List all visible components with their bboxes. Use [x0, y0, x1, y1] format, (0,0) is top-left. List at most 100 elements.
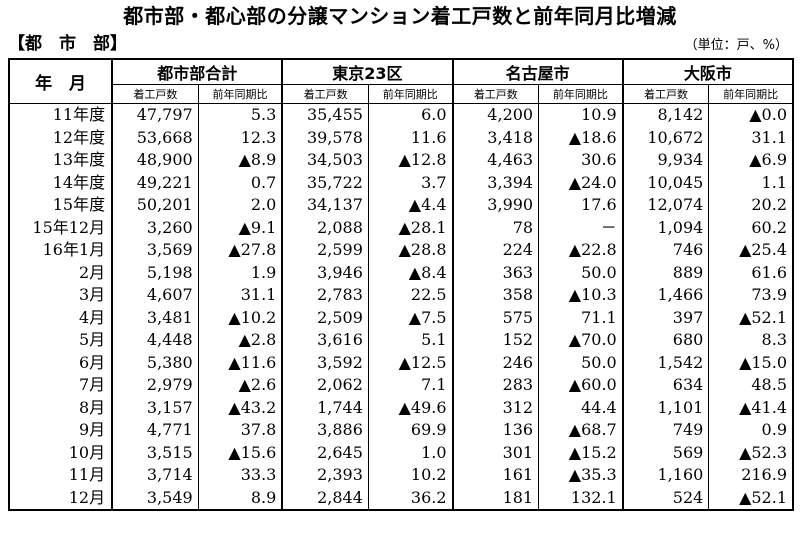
change-cell: ▲52.3: [708, 441, 793, 464]
change-cell: 132.1: [538, 486, 623, 510]
change-cell: 8.9: [197, 486, 283, 510]
period-cell: 9月: [78, 420, 106, 440]
table-row: 12月 3,549 8.9 2,844 36.2 181 132.1 524 ▲52.1: [9, 486, 793, 510]
change-cell: 60.2: [708, 216, 793, 239]
change-cell: ▲12.5: [367, 351, 453, 374]
starts-cell: 746: [621, 239, 709, 262]
starts-cell: 1,466: [621, 284, 709, 307]
change-cell: 31.1: [708, 126, 793, 149]
change-cell: ▲9.1: [197, 216, 283, 239]
change-cell: 50.0: [538, 351, 623, 374]
starts-cell: 283: [451, 374, 539, 397]
change-cell: ▲15.2: [538, 441, 623, 464]
change-cell: 0.9: [708, 419, 793, 442]
starts-cell: 3,592: [281, 351, 369, 374]
table-body: 11年度 47,797 5.3 35,455 6.0 4,200 10.9 8,142 ▲0.0…: [9, 103, 793, 510]
starts-cell: 312: [451, 396, 539, 419]
starts-cell: 1,094: [621, 216, 709, 239]
region-header: 都市部合計: [111, 59, 283, 85]
change-cell: 1.1: [708, 171, 793, 194]
period-cell: 3月: [78, 285, 106, 305]
starts-cell: 136: [451, 419, 539, 442]
table-row: 11月 3,714 33.3 2,393 10.2 161 ▲35.3 1,160 216.9: [9, 464, 793, 487]
starts-cell: 10,045: [621, 171, 709, 194]
change-cell: ▲12.8: [367, 149, 453, 172]
period-cell: 10月: [68, 442, 106, 462]
starts-cell: 39,578: [281, 126, 369, 149]
starts-cell: 3,394: [451, 171, 539, 194]
change-cell: ▲18.6: [538, 126, 623, 149]
change-cell: ▲28.1: [367, 216, 453, 239]
starts-cell: 2,062: [281, 374, 369, 397]
period-cell: 11年度: [52, 105, 106, 125]
starts-cell: 9,934: [621, 149, 709, 172]
change-cell: ▲60.0: [538, 374, 623, 397]
starts-cell: 1,160: [621, 464, 709, 487]
period-cell: 16年1月: [42, 240, 106, 260]
change-cell: ▲68.7: [538, 419, 623, 442]
period-cell: 13年度: [52, 150, 106, 170]
starts-cell: 363: [451, 261, 539, 284]
change-cell: ▲41.4: [708, 396, 793, 419]
change-cell: 17.6: [538, 194, 623, 217]
change-cell: 48.5: [708, 374, 793, 397]
starts-cell: 48,900: [111, 149, 199, 172]
starts-table: 年 月 都市部合計 東京23区 名古屋市 大阪市 着工戸数 前年同期比 着工戸数…: [8, 58, 794, 511]
change-cell: 44.4: [538, 396, 623, 419]
starts-cell: 34,503: [281, 149, 369, 172]
change-cell: ▲4.4: [367, 194, 453, 217]
starts-cell: 4,771: [111, 419, 199, 442]
change-cell: ▲10.3: [538, 284, 623, 307]
change-cell: 1.0: [367, 441, 453, 464]
change-cell: 61.6: [708, 261, 793, 284]
starts-cell: 10,672: [621, 126, 709, 149]
starts-cell: 3,549: [111, 486, 199, 510]
change-cell: 5.1: [367, 329, 453, 352]
starts-cell: 4,448: [111, 329, 199, 352]
change-cell: 22.5: [367, 284, 453, 307]
change-cell: 10.9: [538, 103, 623, 127]
starts-subheader: 着工戸数: [451, 84, 539, 104]
change-subheader: 前年同期比: [367, 84, 453, 104]
change-cell: ▲10.2: [197, 306, 283, 329]
starts-cell: 35,455: [281, 103, 369, 127]
period-cell: 8月: [78, 397, 106, 417]
change-cell: ▲49.6: [367, 396, 453, 419]
period-cell: 15年度: [52, 195, 106, 215]
table-row: 5月 4,448 ▲2.8 3,616 5.1 152 ▲70.0 680 8.3: [9, 329, 793, 352]
change-cell: 1.9: [197, 261, 283, 284]
change-cell: 71.1: [538, 306, 623, 329]
change-cell: ▲11.6: [197, 351, 283, 374]
table-row: 3月 4,607 31.1 2,783 22.5 358 ▲10.3 1,466 73.9: [9, 284, 793, 307]
starts-cell: 2,783: [281, 284, 369, 307]
period-cell: 2月: [78, 262, 106, 282]
table-row: 13年度 48,900 ▲8.9 34,503 ▲12.8 4,463 30.6 9,934 ▲…: [9, 149, 793, 172]
change-cell: 7.1: [367, 374, 453, 397]
table-row: 9月 4,771 37.8 3,886 69.9 136 ▲68.7 749 0.9: [9, 419, 793, 442]
change-cell: ▲52.1: [708, 306, 793, 329]
change-cell: －: [538, 216, 623, 239]
table-row: 15年12月 3,260 ▲9.1 2,088 ▲28.1 78 － 1,094 60.2: [9, 216, 793, 239]
period-cell: 7月: [78, 375, 106, 395]
change-cell: ▲2.6: [197, 374, 283, 397]
starts-cell: 2,979: [111, 374, 199, 397]
change-cell: 8.3: [708, 329, 793, 352]
region-header: 大阪市: [621, 59, 793, 85]
starts-cell: 246: [451, 351, 539, 374]
change-cell: 3.7: [367, 171, 453, 194]
starts-cell: 3,886: [281, 419, 369, 442]
change-cell: 30.6: [538, 149, 623, 172]
starts-cell: 3,260: [111, 216, 199, 239]
change-cell: 37.8: [197, 419, 283, 442]
change-cell: ▲43.2: [197, 396, 283, 419]
table-row: 6月 5,380 ▲11.6 3,592 ▲12.5 246 50.0 1,542 ▲15.0: [9, 351, 793, 374]
change-cell: 31.1: [197, 284, 283, 307]
change-cell: ▲28.8: [367, 239, 453, 262]
change-cell: ▲22.8: [538, 239, 623, 262]
region-header: 東京23区: [281, 59, 453, 85]
change-cell: 33.3: [197, 464, 283, 487]
table-row: 8月 3,157 ▲43.2 1,744 ▲49.6 312 44.4 1,101 ▲41.4: [9, 396, 793, 419]
period-cell: 11月: [68, 465, 106, 485]
change-cell: ▲27.8: [197, 239, 283, 262]
starts-cell: 2,599: [281, 239, 369, 262]
